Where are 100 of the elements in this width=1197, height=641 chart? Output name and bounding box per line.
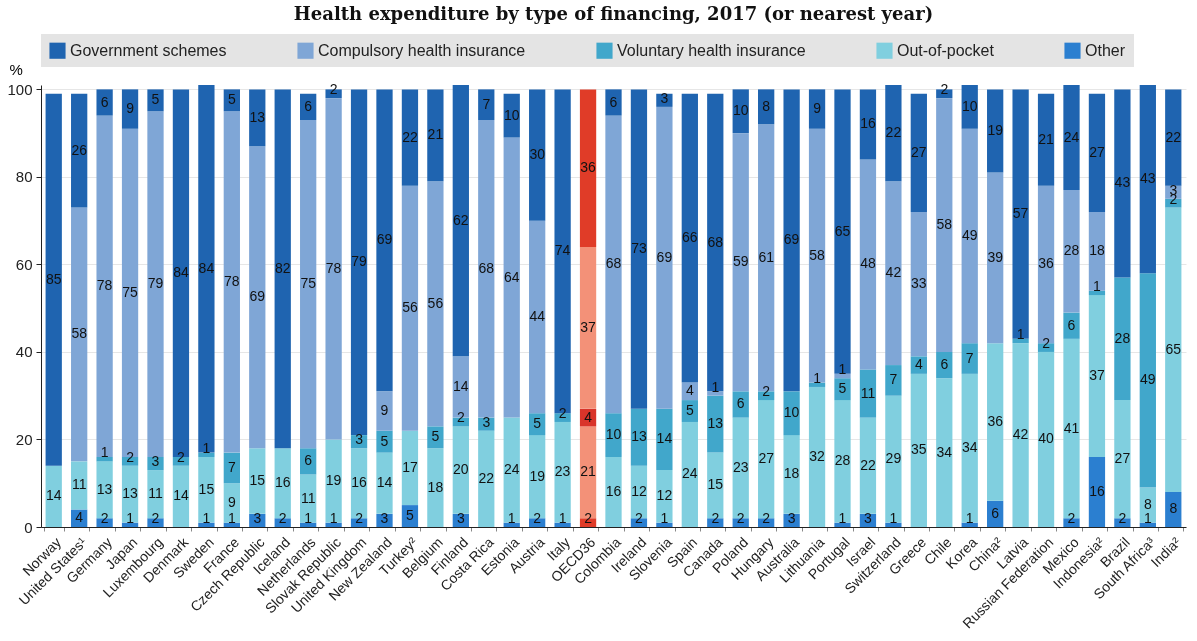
- data-label: 2: [736, 510, 745, 527]
- bar: [223, 522, 240, 527]
- data-label: 22: [860, 456, 876, 473]
- data-label: 66: [682, 229, 698, 246]
- bar: [1088, 456, 1106, 527]
- bar: [885, 85, 902, 182]
- data-label: 14: [656, 430, 673, 447]
- bar: [808, 386, 826, 527]
- data-label: 14: [453, 377, 469, 394]
- bar: [1063, 190, 1080, 313]
- data-label: 9: [126, 100, 135, 117]
- data-label: 14: [173, 487, 189, 504]
- data-label: 34: [936, 443, 953, 460]
- y-tick-label: 40: [15, 343, 33, 361]
- data-label: 3: [253, 510, 262, 527]
- bar: [885, 522, 902, 527]
- data-label: 11: [860, 384, 876, 401]
- bar: [1114, 89, 1131, 278]
- bar: [198, 456, 215, 523]
- data-label: 62: [453, 211, 469, 228]
- data-label: 43: [1114, 174, 1131, 191]
- legend-label: Voluntary health insurance: [617, 41, 806, 59]
- bar: [427, 426, 444, 449]
- data-label: 3: [380, 510, 389, 527]
- bar: [96, 456, 113, 462]
- data-label: 5: [151, 91, 160, 108]
- bar: [579, 246, 597, 409]
- data-label: 1: [100, 444, 109, 461]
- data-label: 68: [478, 259, 495, 276]
- data-label: 22: [885, 124, 902, 141]
- data-label: 6: [609, 93, 618, 110]
- bar: [1063, 312, 1080, 339]
- data-label: 22: [478, 469, 495, 486]
- data-label: 9: [227, 493, 236, 510]
- data-label: 78: [96, 277, 113, 294]
- bar: [681, 421, 698, 527]
- data-label: 65: [834, 222, 851, 239]
- data-label: 3: [660, 90, 669, 106]
- data-label: 75: [122, 283, 139, 300]
- bar: [1165, 89, 1182, 186]
- data-label: 13: [631, 428, 647, 445]
- bar: [45, 465, 62, 527]
- data-label: 10: [605, 426, 622, 443]
- data-label: 16: [274, 474, 291, 491]
- bar: [808, 128, 826, 383]
- data-label: 42: [1012, 426, 1029, 443]
- data-label: 65: [1165, 340, 1182, 357]
- data-label: 15: [198, 480, 215, 497]
- legend-label: Compulsory health insurance: [318, 41, 526, 59]
- data-label: 27: [1114, 450, 1131, 467]
- data-label: 7: [227, 458, 236, 475]
- bar: [554, 421, 571, 523]
- bar: [936, 98, 953, 352]
- data-label: 1: [1143, 510, 1152, 527]
- data-label: 1: [889, 510, 898, 527]
- data-label: 2: [533, 510, 542, 527]
- bar: [325, 439, 342, 523]
- data-label: 18: [1089, 242, 1105, 259]
- data-label: 1: [813, 370, 822, 387]
- bar: [961, 373, 978, 523]
- data-label: 15: [707, 476, 724, 493]
- data-label: 16: [351, 474, 368, 491]
- bar: [503, 137, 520, 418]
- legend-label: Other: [1085, 41, 1126, 59]
- data-label: 13: [96, 480, 113, 497]
- data-label: 13: [122, 485, 139, 502]
- bar: [96, 89, 113, 116]
- data-label: 27: [758, 450, 775, 467]
- bar: [707, 391, 724, 396]
- data-label: 24: [682, 465, 698, 482]
- data-label: 11: [300, 489, 316, 506]
- data-label: 5: [533, 415, 542, 432]
- bar: [223, 452, 240, 484]
- bar: [1037, 351, 1055, 527]
- data-label: 9: [813, 100, 822, 117]
- data-label: 3: [482, 413, 491, 430]
- data-label: 2: [1042, 335, 1051, 352]
- bar: [147, 89, 164, 112]
- data-label: 69: [376, 231, 393, 248]
- bar: [96, 115, 113, 457]
- data-label: 28: [1114, 329, 1131, 346]
- bar: [605, 413, 622, 457]
- data-label: 69: [783, 231, 800, 248]
- data-label: 5: [685, 402, 694, 419]
- data-label: 49: [1140, 371, 1156, 388]
- legend-label: Out-of-pocket: [897, 41, 995, 59]
- data-label: 1: [1016, 326, 1025, 343]
- data-label: 5: [838, 380, 847, 397]
- bar: [198, 85, 215, 453]
- data-label: 17: [402, 458, 418, 475]
- data-label: 22: [402, 128, 418, 145]
- data-label: 2: [355, 510, 364, 527]
- data-label: 8: [1143, 496, 1152, 513]
- data-label: 8: [1169, 500, 1178, 517]
- data-label: 9: [380, 402, 389, 419]
- data-label: 2: [558, 405, 567, 422]
- data-label: 56: [427, 294, 444, 311]
- data-label: 10: [732, 102, 749, 119]
- data-label: 4: [584, 408, 593, 425]
- bar: [910, 93, 927, 212]
